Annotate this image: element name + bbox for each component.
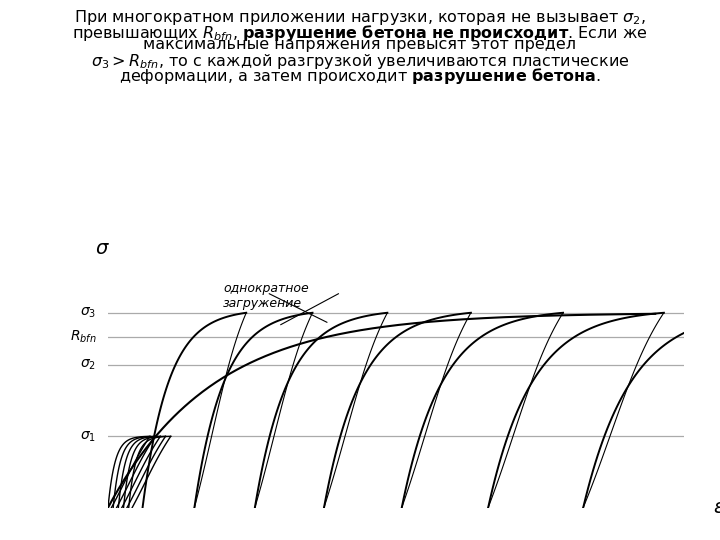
Text: $\sigma_1$: $\sigma_1$ xyxy=(81,429,96,443)
Text: превышающих $R_{bfn}$, $\mathbf{разрушение\ бетона\ не\ происходит}$. Если же: превышающих $R_{bfn}$, $\mathbf{разрушен… xyxy=(72,23,648,43)
Text: $\varepsilon$: $\varepsilon$ xyxy=(713,498,720,517)
Text: $\sigma_2$: $\sigma_2$ xyxy=(81,358,96,372)
Text: $R_{bfn}$: $R_{bfn}$ xyxy=(70,328,96,345)
Text: $\sigma_3$$> R_{bfn}$, то с каждой разгрузкой увеличиваются пластические: $\sigma_3$$> R_{bfn}$, то с каждой разгр… xyxy=(91,52,629,71)
Text: $\sigma_3$: $\sigma_3$ xyxy=(81,306,96,320)
Text: максимальные напряжения превысят этот предел: максимальные напряжения превысят этот пр… xyxy=(143,37,577,52)
Text: При многократном приложении нагрузки, которая не вызывает $\boldsymbol{\sigma_2}: При многократном приложении нагрузки, ко… xyxy=(74,8,646,27)
Text: однократное
загружение: однократное загружение xyxy=(223,282,309,310)
Text: $\sigma$: $\sigma$ xyxy=(95,239,109,258)
Text: деформации, а затем происходит $\mathbf{разрушение\ бетона}$.: деформации, а затем происходит $\mathbf{… xyxy=(120,66,600,86)
